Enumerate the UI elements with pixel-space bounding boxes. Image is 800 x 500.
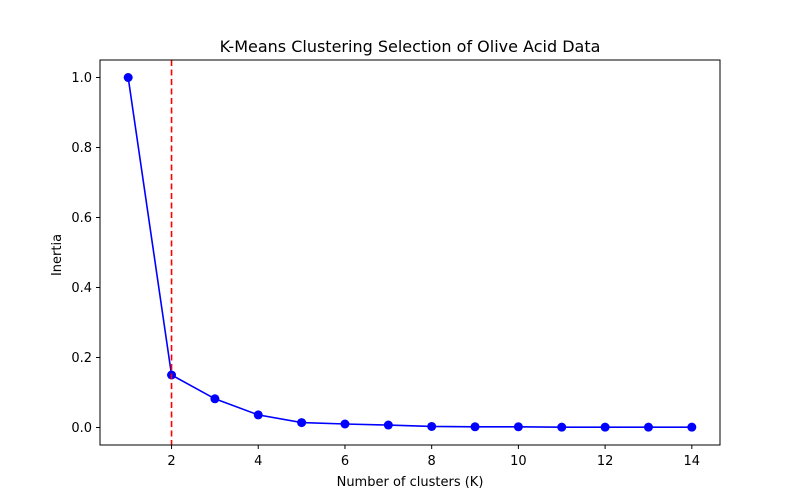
series-line: [127, 77, 692, 428]
x-tick-label: 6: [341, 454, 349, 469]
data-point: [643, 422, 653, 432]
x-tick-label: 4: [254, 454, 262, 469]
plot-area: [123, 60, 697, 445]
data-point: [123, 73, 133, 82]
axis-ticks: 2 4 6 8 10 12 14 0.0 0.2 0.4 0.6 0.8 1.0: [71, 71, 700, 469]
data-point: [557, 422, 567, 432]
data-point: [340, 419, 350, 429]
y-tick-label: 0.6: [71, 211, 92, 226]
x-tick-label: 12: [597, 454, 614, 469]
y-tick-label: 0.2: [71, 351, 92, 366]
plot-frame: [99, 59, 721, 446]
chart-title: K-Means Clustering Selection of Olive Ac…: [220, 37, 601, 56]
data-point: [470, 422, 480, 432]
x-axis-label: Number of clusters (K): [337, 475, 484, 490]
data-point: [253, 410, 263, 420]
y-axis-label: Inertia: [50, 234, 65, 276]
x-tick-label: 10: [510, 454, 527, 469]
y-tick-label: 0.4: [71, 281, 92, 296]
x-tick-label: 2: [167, 454, 175, 469]
x-tick-label: 14: [684, 454, 701, 469]
data-point: [427, 421, 437, 431]
y-tick-label: 0.0: [71, 421, 92, 436]
data-point: [210, 394, 220, 404]
data-point: [297, 418, 307, 428]
data-point: [687, 422, 697, 432]
x-tick-label: 8: [428, 454, 436, 469]
data-point: [600, 422, 610, 432]
y-tick-label: 1.0: [71, 71, 92, 86]
data-point: [513, 422, 523, 432]
data-point: [383, 420, 393, 430]
y-tick-label: 0.8: [71, 141, 92, 156]
